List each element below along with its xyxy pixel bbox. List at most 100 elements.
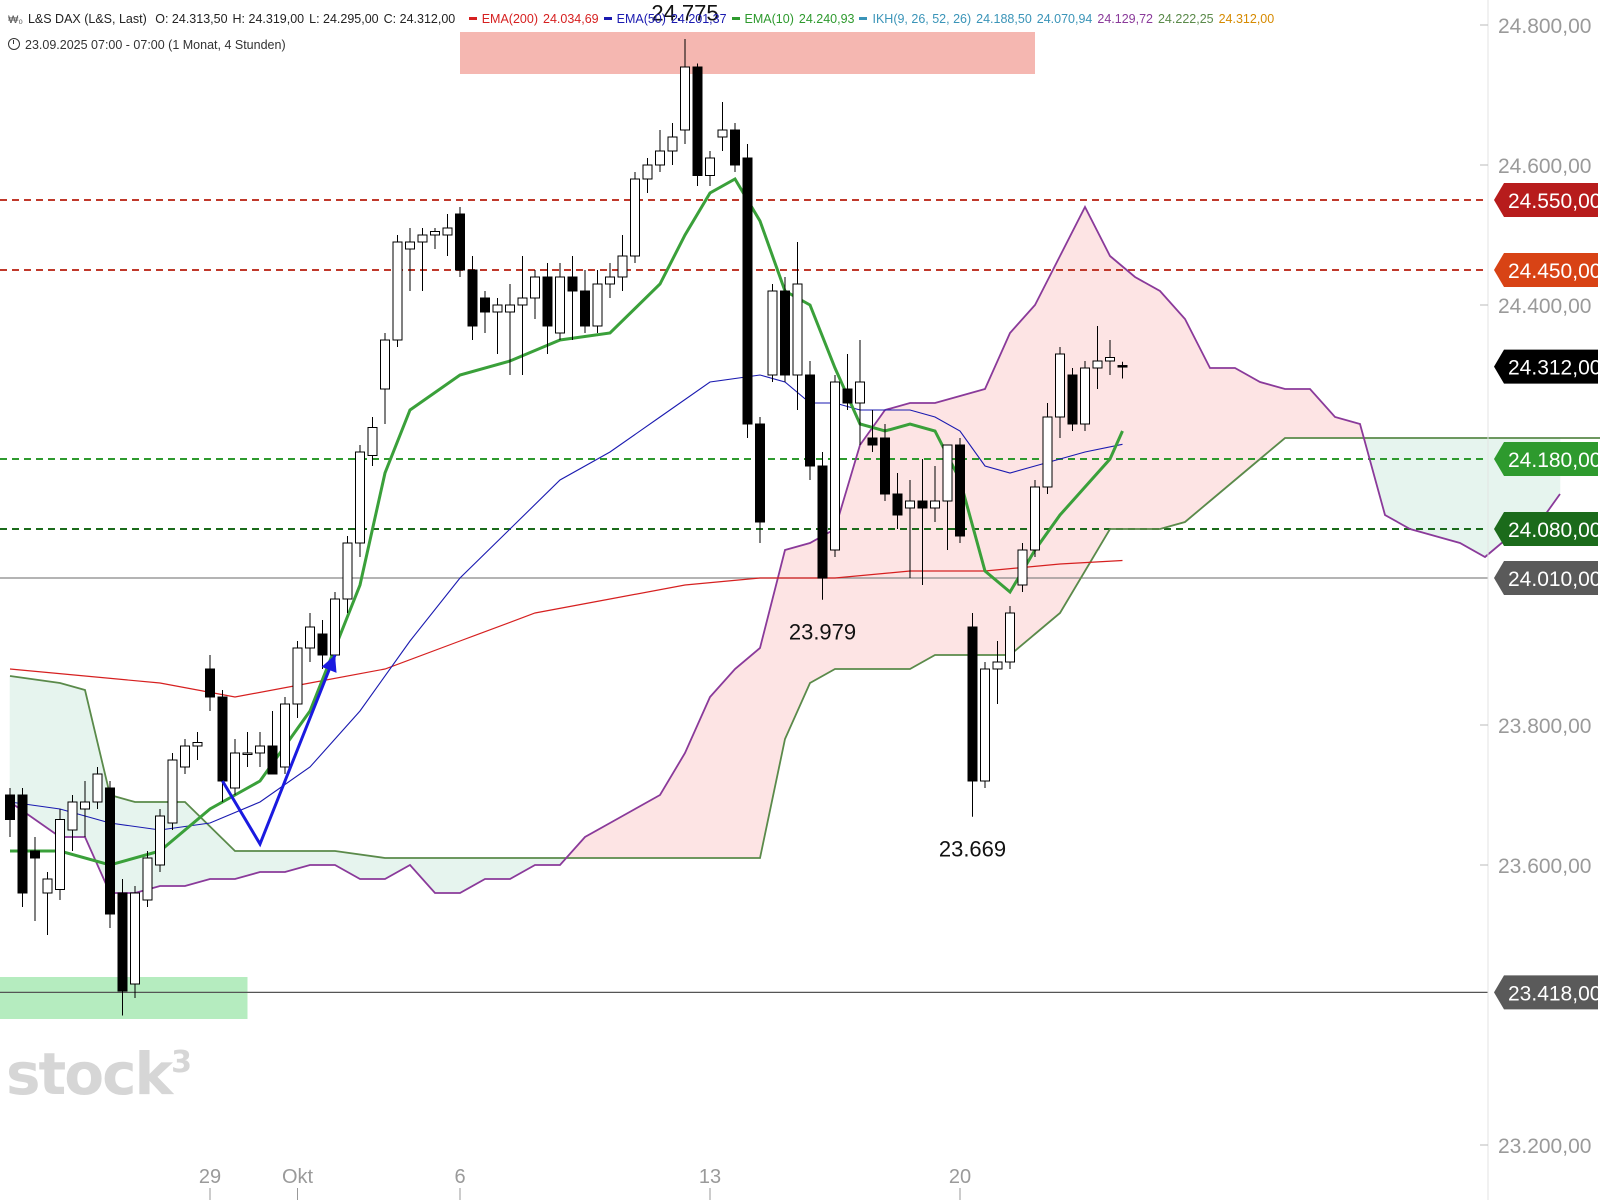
candle-body [467,269,478,327]
cloud-segment [872,417,880,670]
cloud-segment [628,808,636,859]
cloud-segment [597,825,605,859]
price-tag [1494,253,1598,287]
cloud-segment [809,538,817,684]
cloud-segment [1103,243,1111,541]
cloud-segment [753,647,761,859]
cloud-segment [1128,271,1136,530]
candle-body [817,465,828,579]
candle-body [455,213,465,271]
stock3-watermark: stock3 [6,1040,192,1108]
cloud-segment [615,815,623,859]
candle-body [117,892,128,992]
candle-body [917,500,928,509]
cloud-segment [1134,276,1142,530]
candle-body [805,374,815,467]
price-annotation: 24.775 [651,1,718,26]
cloud-segment [890,406,898,670]
legend-value: 24.070,94 [1036,12,1093,26]
candle-body [555,276,565,334]
candle-body [267,745,278,775]
cloud-segment [1015,318,1023,651]
cloud-segment [684,738,692,859]
candle-body [1042,416,1053,488]
price-tag-label: 24.010,00 [1508,568,1600,591]
price-tag-label: 24.312,00 [1508,357,1600,380]
cloud-segment [134,801,142,894]
cloud-segment [184,801,192,887]
cloud-segment [1184,318,1192,523]
cloud-segment [1209,367,1217,502]
x-tick-label: Okt [282,1166,314,1188]
legend-value: 24.034,69 [543,12,599,26]
cloud-segment [1440,437,1448,540]
cloud-segment [215,831,223,880]
watermark-text: stock [6,1040,173,1108]
legend-value: 24.312,00 [1218,12,1275,26]
y-tick-label: 23.200,00 [1498,1135,1591,1158]
highlight-zone [460,32,1035,74]
cloud-segment [1109,255,1117,530]
cloud-segment [328,850,336,866]
candle-body [1080,367,1090,425]
zones-layer [0,32,1035,1019]
cloud-segment [490,857,498,880]
cloud-segment [903,402,911,670]
cloud-segment [1259,381,1267,460]
cloud-segment [972,390,980,656]
cloud-segment [759,623,767,859]
cloud-segment [828,528,836,674]
candle-body [92,773,103,803]
cloud-segment [1203,355,1211,507]
candle-body [692,66,703,176]
x-tick-label: 6 [454,1166,465,1188]
candle-body [142,857,153,901]
legend-swatch [859,17,868,20]
cloud-segment [859,435,867,670]
candle-body [992,661,1003,670]
cloud-segment [1115,260,1123,530]
candle-body [242,752,253,755]
price-tags: 24.550,00 24.450,00 24.312,00 24.180,00 24.0… [1494,183,1600,1010]
candle-body [792,283,803,376]
cloud-segment [647,797,655,859]
candle-body [330,598,340,656]
y-tick-label: 23.600,00 [1498,855,1591,878]
cloud-segment [1059,243,1067,615]
cloud-segment [453,857,461,894]
cloud-segment [690,724,698,859]
candle-body [980,668,990,782]
indicator-lines [9,176,1600,894]
candle-body [130,892,140,985]
cloud-segment [915,402,923,667]
arrow-path [221,654,337,848]
candle-body [755,423,765,523]
candle-body [230,752,240,789]
cloud-segment [922,402,930,663]
candle-body [892,493,903,516]
cloud-segment [622,811,630,859]
cloud-segment [115,796,123,894]
candle-body [280,703,290,768]
cloud-segment [1453,437,1461,544]
candle-body [905,500,915,509]
candle-body [80,801,90,810]
ohlc-item: H: 24.319,00 [232,12,305,26]
cloud-segment [459,857,467,894]
cloud-segment [259,850,267,873]
candle-body [505,304,515,313]
cloud-segment [1403,437,1411,530]
cloud-segment [359,854,367,880]
candle-body [680,66,690,131]
cloud-segment [365,855,373,880]
cloud-segment [1340,418,1348,439]
cloud-segment [747,652,755,859]
candle-body [530,276,540,299]
cloud-segment [928,402,936,660]
span-b-line [9,205,1561,894]
candle-body [105,787,115,915]
cloud-segment [234,850,242,880]
cloud-segment [1165,297,1173,528]
candle-body [705,157,715,176]
